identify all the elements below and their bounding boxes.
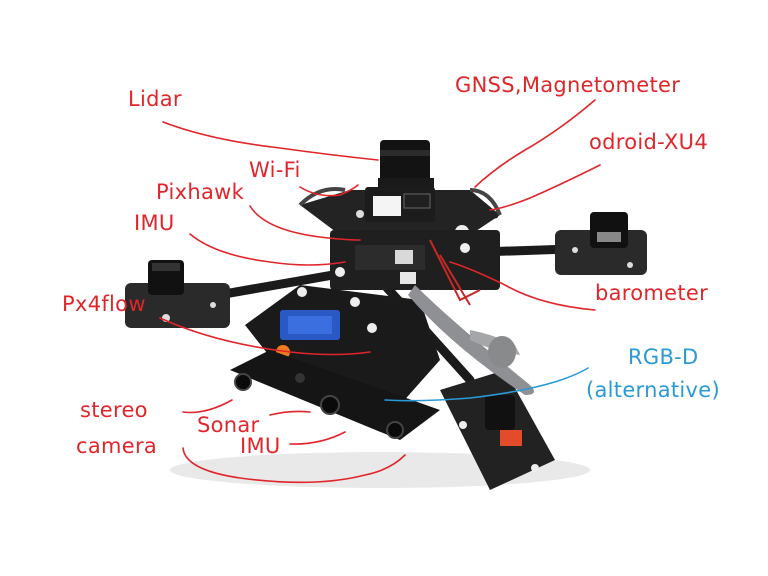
- lidar-unit: [365, 140, 435, 222]
- right-motor-pod: [555, 212, 647, 275]
- label-gnss-magnetometer: GNSS,Magnetometer: [455, 73, 681, 97]
- label-rgbd: RGB-D: [628, 345, 699, 369]
- label-stereo: stereo: [80, 398, 148, 422]
- stereo-camera-bar: [230, 350, 440, 440]
- label-odroid: odroid-XU4: [589, 130, 709, 154]
- label-sonar: Sonar: [197, 413, 260, 437]
- left-motor-pod: [125, 260, 230, 328]
- label-wifi: Wi-Fi: [249, 158, 301, 182]
- label-pixhawk: Pixhawk: [156, 180, 245, 204]
- label-imu-top: IMU: [134, 211, 175, 235]
- label-imu-bottom: IMU: [240, 434, 281, 458]
- label-lidar: Lidar: [128, 87, 182, 111]
- label-camera: camera: [76, 434, 158, 458]
- label-px4flow: Px4flow: [62, 292, 146, 316]
- label-rgbd-alternative: (alternative): [586, 378, 721, 402]
- label-barometer: barometer: [595, 281, 709, 305]
